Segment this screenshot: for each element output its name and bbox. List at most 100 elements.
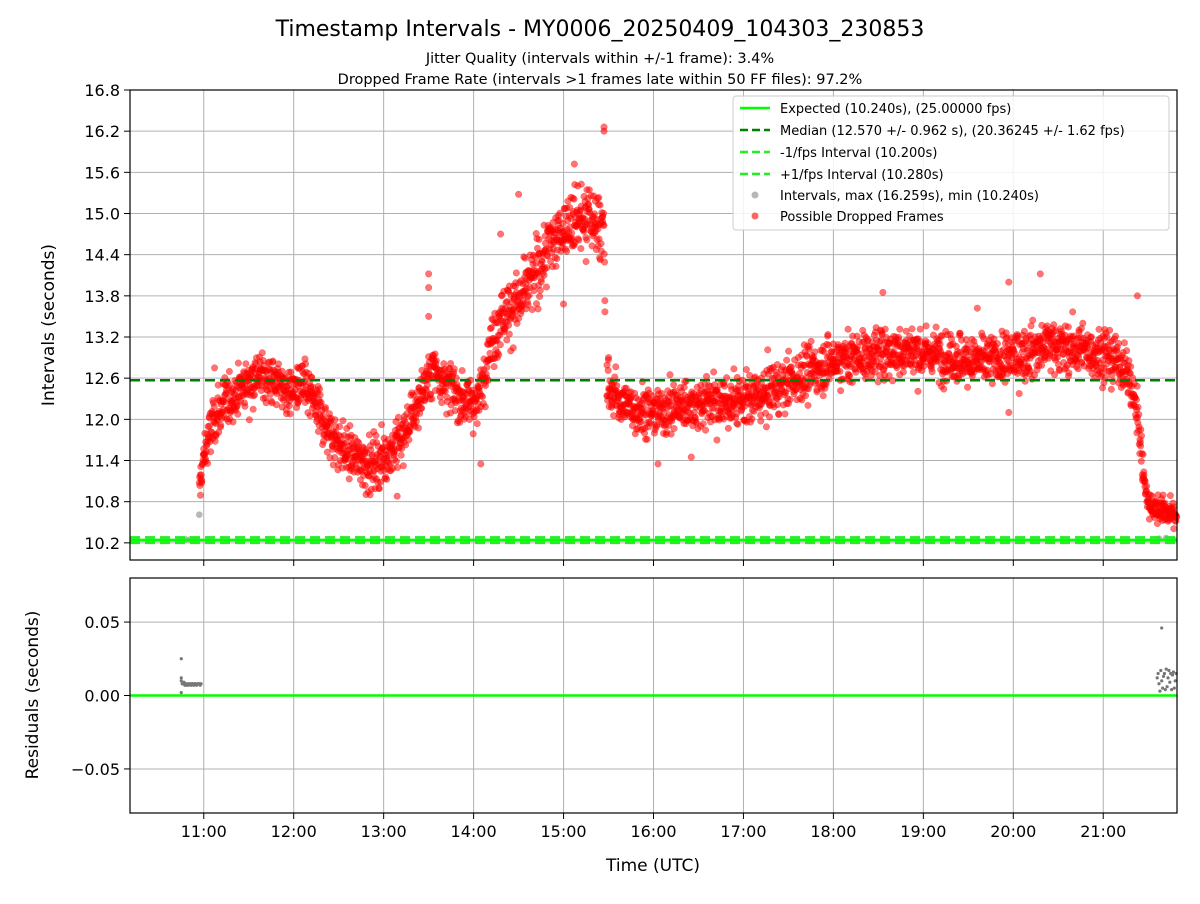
dropped-frame-point — [196, 491, 205, 499]
top-ytick-label: 12.0 — [84, 410, 120, 429]
dropped-frame-point — [536, 292, 544, 300]
dropped-frame-point — [331, 416, 339, 424]
dropped-frame-point — [234, 359, 242, 367]
residual-point — [1161, 674, 1166, 679]
dropped-frame-point — [447, 359, 455, 368]
dropped-frame-point — [710, 368, 718, 376]
dropped-frame-point — [450, 365, 458, 373]
top-ytick-label: 14.4 — [84, 246, 120, 265]
dropped-frame-point — [807, 337, 815, 345]
legend-label-expected: Expected (10.240s), (25.00000 fps) — [780, 102, 1011, 117]
dropped-frame-point — [993, 340, 1001, 348]
dropped-frame-point — [316, 391, 324, 399]
residual-point — [1165, 685, 1169, 689]
dropped-frame-point — [361, 481, 369, 490]
legend-swatch-dropped — [751, 212, 759, 220]
dropped-frame-point — [836, 367, 844, 375]
dropped-frame-point — [786, 396, 794, 404]
dropped-frame-point — [928, 368, 936, 376]
legend-swatch-intervals — [751, 191, 759, 199]
dropped-frame-point — [783, 356, 791, 364]
dropped-frame-point — [936, 340, 944, 348]
residual-point — [179, 657, 183, 661]
bottom-xtick-label: 21:00 — [1080, 822, 1126, 841]
dropped-frame-point — [879, 288, 887, 296]
dropped-frame-point — [742, 366, 750, 374]
bottom-plot-axes: −0.05 0.00 0.05 11:00 12:00 13:00 14:00 15:00 16… — [71, 577, 1178, 841]
dropped-frame-point — [383, 475, 391, 483]
residual-point — [1160, 679, 1164, 683]
dropped-frame-point — [1125, 357, 1133, 365]
dropped-frame-point — [670, 424, 678, 433]
dropped-frame-point — [505, 321, 513, 329]
residual-point — [1160, 626, 1164, 630]
dropped-frame-point — [331, 454, 339, 462]
dropped-frame-point — [509, 344, 517, 352]
dropped-frame-point — [940, 385, 948, 393]
dropped-frame-point — [1135, 410, 1143, 418]
dropped-frame-point — [515, 190, 523, 198]
dropped-frame-point — [375, 485, 383, 493]
dropped-frame-point — [889, 377, 897, 385]
dropped-frame-point — [438, 399, 446, 407]
dropped-frame-point — [666, 371, 674, 379]
dropped-frame-point — [377, 421, 386, 429]
dropped-frame-point — [505, 330, 513, 338]
dropped-frame-point — [601, 297, 609, 305]
dropped-frame-point — [346, 422, 354, 430]
dropped-frame-point — [397, 451, 405, 459]
dropped-frame-point — [269, 357, 277, 365]
residual-point — [1166, 676, 1170, 680]
dropped-frame-point — [640, 405, 648, 413]
bottom-ytick-label: 0.05 — [84, 613, 120, 632]
top-ytick-label: 16.8 — [84, 81, 120, 100]
dropped-frame-point — [1137, 426, 1145, 434]
residual-point — [179, 676, 183, 680]
dropped-frame-point — [1069, 308, 1077, 316]
dropped-frame-point — [896, 325, 904, 333]
dropped-frame-point — [1166, 491, 1174, 500]
dropped-frame-point — [881, 325, 889, 333]
dropped-frame-point — [402, 441, 410, 449]
bottom-xtick-label: 11:00 — [181, 822, 227, 841]
dropped-frame-point — [687, 453, 695, 461]
dropped-frame-point — [469, 430, 477, 438]
dropped-frame-point — [637, 418, 645, 426]
dropped-frame-point — [720, 382, 729, 390]
legend-label-dropped: Possible Dropped Frames — [780, 210, 944, 225]
dropped-frame-point — [315, 385, 324, 393]
dropped-frame-point — [811, 348, 819, 356]
dropped-frame-point — [824, 331, 832, 339]
dropped-frame-point — [604, 366, 612, 374]
bottom-xtick-label: 17:00 — [720, 822, 766, 841]
residual-point — [1170, 688, 1174, 692]
dropped-frame-point — [405, 436, 413, 444]
dropped-frame-point — [1120, 339, 1128, 347]
dropped-frame-point — [932, 323, 940, 331]
dropped-frame-point — [600, 222, 608, 230]
residual-point — [1163, 688, 1167, 692]
dropped-frame-point — [249, 405, 257, 413]
legend-label-plus-fps: +1/fps Interval (10.280s) — [780, 168, 944, 183]
residual-point — [1158, 689, 1162, 693]
dropped-frame-point — [757, 417, 765, 425]
dropped-frame-point — [478, 393, 487, 401]
top-ytick-label: 10.2 — [84, 534, 120, 553]
dropped-frame-point — [1132, 396, 1140, 404]
dropped-frame-point — [1134, 403, 1142, 411]
dropped-frame-point — [577, 180, 585, 188]
bottom-xtick-label: 19:00 — [900, 822, 946, 841]
dropped-frame-point — [535, 235, 543, 243]
dropped-frame-point — [553, 255, 561, 263]
dropped-frame-point — [1137, 457, 1145, 465]
residual-point — [1159, 668, 1163, 673]
residual-point — [179, 679, 183, 683]
dropped-frame-point — [804, 401, 812, 409]
dropped-frame-point — [1005, 408, 1013, 417]
dropped-frame-point — [487, 324, 495, 332]
dropped-frame-point — [922, 322, 930, 330]
dropped-frame-point — [495, 351, 503, 359]
dropped-frame-point — [1074, 365, 1082, 373]
bottom-plot-points — [179, 626, 1178, 695]
dropped-frame-point — [542, 283, 551, 291]
